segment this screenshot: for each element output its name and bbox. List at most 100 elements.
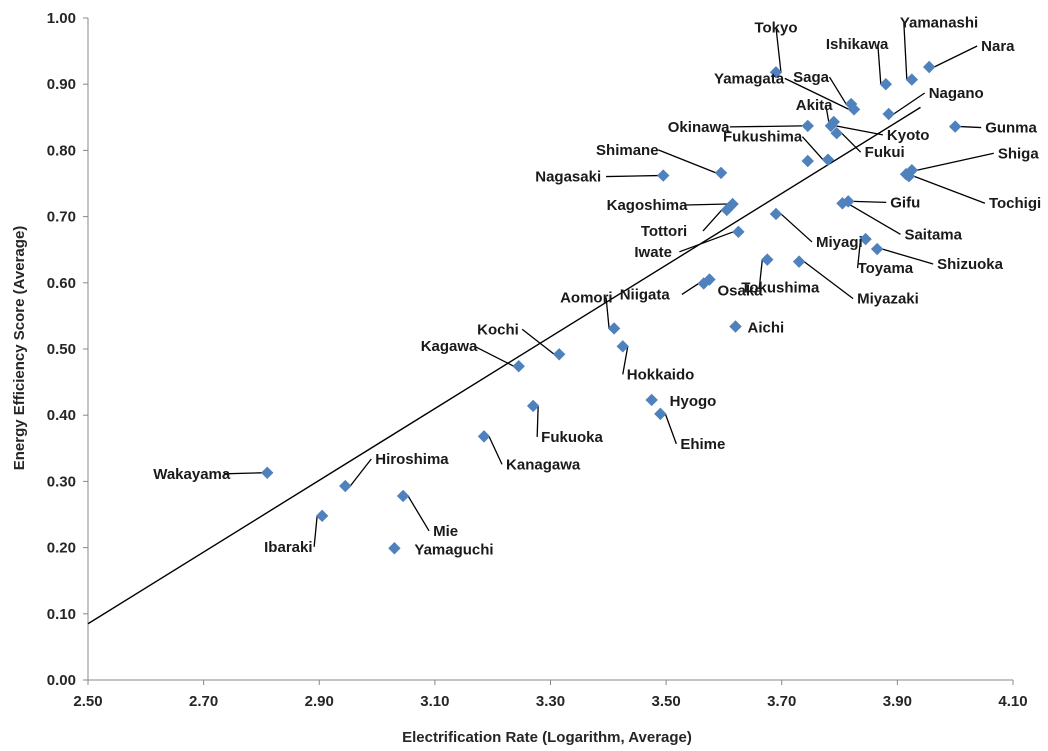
- data-label: Gifu: [890, 194, 920, 211]
- leader-line: [606, 174, 659, 178]
- leader-line: [916, 152, 994, 171]
- data-label: Gunma: [985, 120, 1037, 137]
- y-tick-label: 0.00: [47, 672, 76, 689]
- data-marker: [902, 170, 916, 183]
- data-label: Shiga: [998, 145, 1039, 162]
- leader-line: [780, 213, 813, 243]
- leader-line: [881, 248, 934, 265]
- data-marker: [769, 207, 783, 221]
- data-marker: [870, 242, 884, 256]
- data-marker: [315, 509, 329, 523]
- leader-line: [801, 136, 824, 161]
- data-label: Yamaguchi: [414, 541, 493, 558]
- leader-line: [856, 239, 862, 269]
- data-marker: [836, 197, 849, 210]
- x-tick-label: 3.90: [883, 693, 912, 710]
- leader-line: [536, 405, 539, 437]
- data-label: Aomori: [560, 289, 613, 306]
- leader-line: [488, 436, 503, 465]
- data-marker: [732, 225, 745, 239]
- leader-line: [784, 77, 850, 110]
- y-tick-labels: 0.00 0.10 0.20 0.30 0.40 0.50 0.60 0.70 0.80 0.90…: [47, 10, 88, 689]
- data-label: Mie: [433, 523, 458, 540]
- x-tick-label: 3.50: [652, 693, 681, 710]
- leader-line: [605, 297, 610, 329]
- data-label: Miyagi: [816, 234, 863, 251]
- data-marker: [720, 203, 734, 217]
- data-label: Niigata: [620, 286, 671, 303]
- data-marker: [388, 542, 401, 555]
- x-tick-label: 2.50: [73, 693, 102, 710]
- data-label: Tokushima: [741, 280, 820, 297]
- data-marker: [922, 60, 936, 74]
- data-marker: [801, 119, 814, 133]
- y-tick-label: 0.50: [47, 341, 76, 358]
- x-tick-label: 2.90: [305, 693, 334, 710]
- leader-line: [825, 104, 830, 123]
- leader-line: [893, 92, 926, 115]
- leader-line: [841, 132, 862, 153]
- leader-line: [521, 328, 555, 355]
- data-label: Ibaraki: [264, 539, 312, 556]
- data-marker: [552, 348, 566, 361]
- data-label: Kagoshima: [607, 197, 689, 214]
- data-label: Hyogo: [670, 393, 717, 410]
- data-label: Ishikawa: [826, 36, 889, 53]
- data-label: Kanagawa: [506, 456, 581, 473]
- data-label: Shizuoka: [937, 256, 1004, 273]
- data-label: Iwate: [634, 244, 672, 261]
- leader-line: [775, 27, 782, 73]
- data-marker: [261, 466, 274, 479]
- data-marker: [697, 277, 710, 290]
- leader-line: [681, 282, 700, 296]
- data-marker: [769, 66, 783, 79]
- data-marker: [657, 169, 670, 182]
- data-marker: [761, 253, 774, 266]
- leader-line: [933, 45, 978, 68]
- data-label: Shimane: [596, 142, 659, 159]
- data-label: Akita: [796, 97, 833, 114]
- data-label: Nagano: [929, 85, 984, 102]
- data-label: Kochi: [477, 321, 519, 338]
- y-tick-label: 0.70: [47, 209, 76, 226]
- leader-line: [913, 175, 986, 204]
- data-label: Fukuoka: [541, 429, 603, 446]
- leader-line: [224, 472, 263, 475]
- leader-line: [407, 495, 430, 532]
- leader-line: [349, 458, 372, 487]
- data-label: Yamagata: [714, 70, 785, 87]
- data-label: Nagasaki: [535, 169, 601, 186]
- data-label: Ehime: [680, 436, 725, 453]
- leader-line: [847, 202, 901, 235]
- x-axis-title: Electrification Rate (Logarithm, Average…: [402, 729, 692, 746]
- data-marker: [847, 103, 861, 116]
- data-marker: [821, 153, 835, 166]
- leader-line: [835, 125, 884, 136]
- data-marker: [948, 120, 962, 133]
- leader-line: [758, 259, 763, 288]
- data-marker: [714, 166, 728, 180]
- data-marker: [729, 320, 742, 333]
- y-tick-label: 0.80: [47, 142, 76, 159]
- leader-line: [685, 203, 728, 206]
- data-marker: [859, 232, 872, 246]
- y-tick-label: 1.00: [47, 10, 76, 27]
- data-marker: [607, 322, 621, 335]
- data-marker: [477, 430, 491, 443]
- leader-line: [313, 515, 318, 547]
- y-tick-label: 0.40: [47, 407, 76, 424]
- data-markers: [261, 60, 962, 555]
- x-tick-label: 3.10: [420, 693, 449, 710]
- plot-area: [87, 18, 1013, 681]
- data-label: Aichi: [748, 319, 785, 336]
- data-marker: [339, 479, 352, 493]
- data-marker: [645, 393, 658, 407]
- leader-line: [828, 76, 847, 105]
- data-marker: [512, 360, 525, 373]
- data-marker: [801, 154, 814, 168]
- data-label: Kyoto: [887, 127, 930, 144]
- data-label: Osaka: [717, 282, 763, 299]
- leader-line: [679, 231, 734, 253]
